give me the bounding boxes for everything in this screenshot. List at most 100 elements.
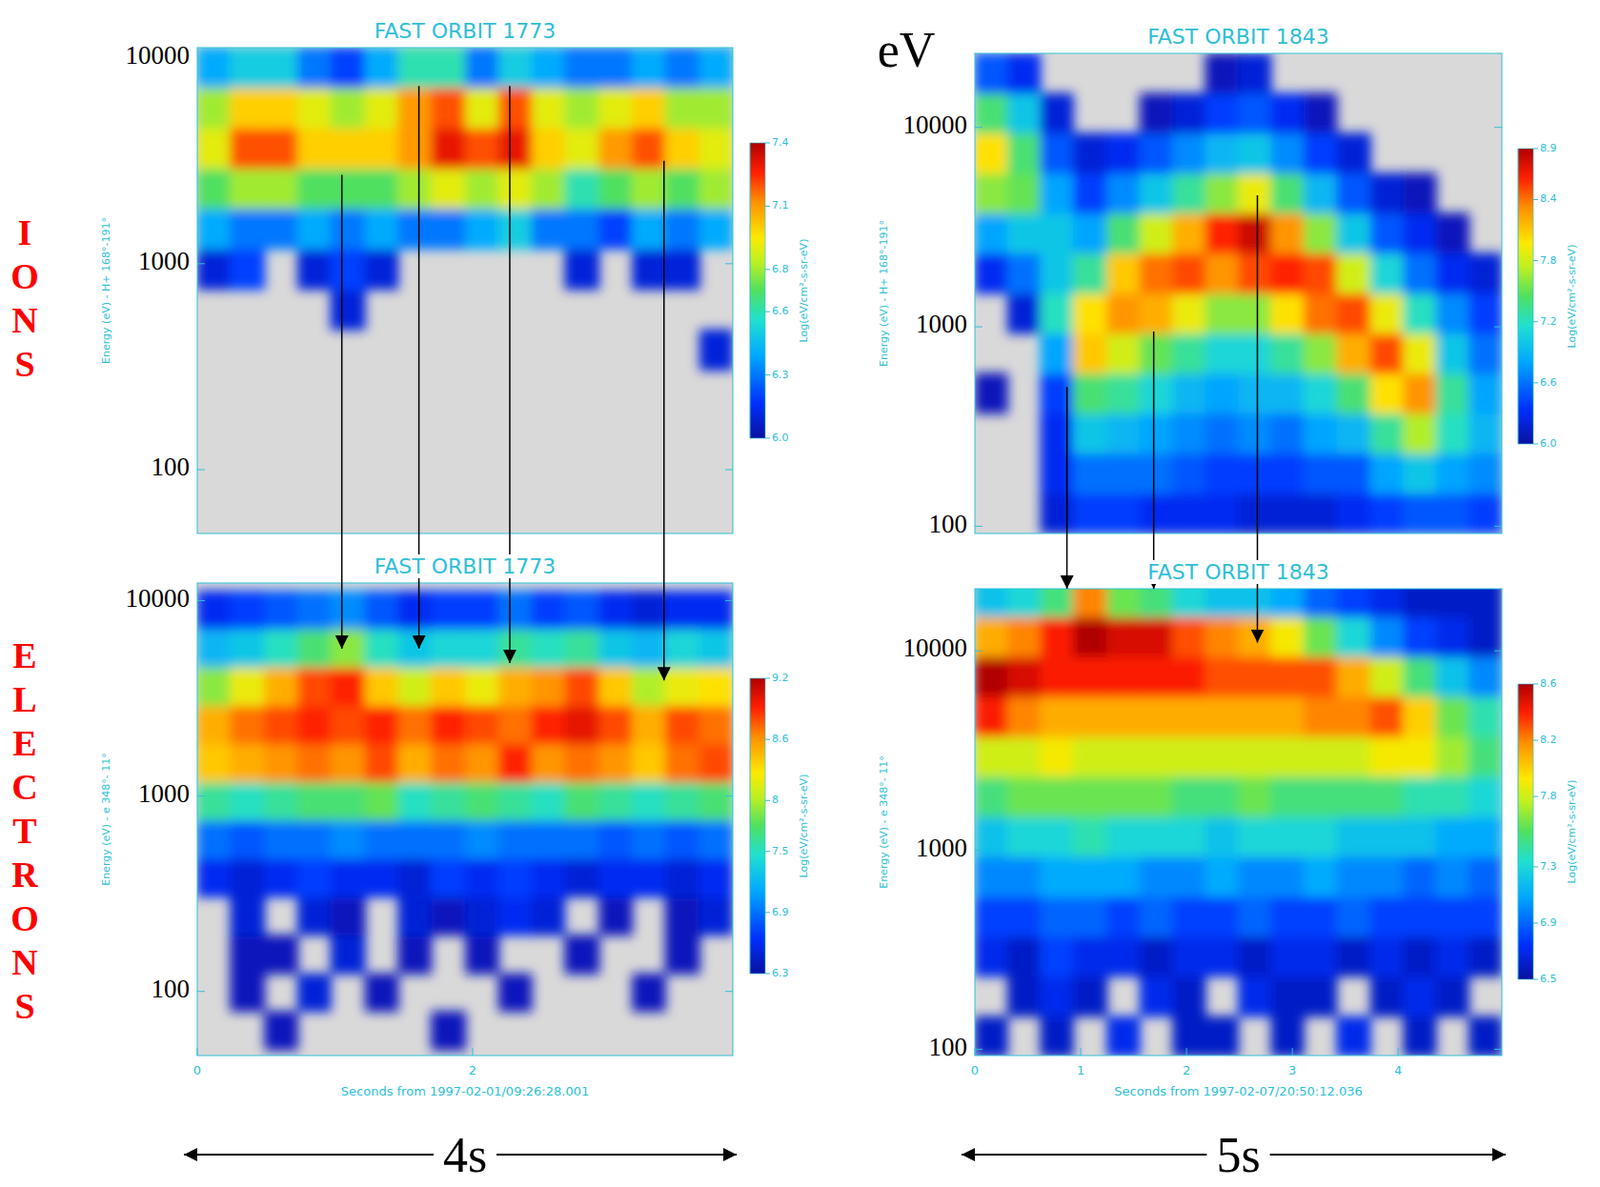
cell [1039, 293, 1074, 335]
cell [498, 590, 533, 630]
cell [1039, 412, 1074, 454]
cell [598, 47, 633, 89]
cell [263, 590, 299, 630]
cell [1106, 372, 1140, 414]
cell [498, 167, 533, 209]
cell [1402, 656, 1437, 698]
cell [297, 820, 332, 860]
cell [699, 667, 733, 707]
cell [197, 127, 231, 169]
cell [465, 781, 500, 821]
cell [330, 896, 366, 936]
cell [330, 628, 366, 669]
cell [631, 208, 667, 250]
cell [1039, 332, 1074, 374]
row-label-letter: T [12, 810, 37, 851]
cell [1370, 656, 1404, 698]
cell [1139, 816, 1174, 858]
cell [229, 87, 265, 129]
cell [1303, 172, 1337, 214]
cell [699, 127, 733, 169]
cell [263, 743, 299, 783]
cell [197, 743, 231, 783]
cell [665, 87, 701, 129]
cell [1139, 372, 1174, 414]
cell [1370, 252, 1404, 294]
colorbar-tick [765, 311, 770, 313]
cell [498, 87, 533, 129]
cell [1205, 1016, 1239, 1056]
cell [364, 590, 400, 630]
cell [974, 1016, 1009, 1056]
cell [229, 858, 265, 898]
cell [397, 590, 432, 630]
cell [1436, 816, 1470, 858]
x-tick-label: 2 [468, 1063, 477, 1078]
cell [1139, 776, 1174, 818]
cell [1073, 936, 1109, 978]
x-tick-label: 2 [1182, 1063, 1191, 1078]
cell [1436, 412, 1470, 454]
cell [631, 667, 667, 707]
cell [330, 288, 366, 330]
cell [1039, 816, 1074, 858]
cell [1073, 212, 1109, 254]
cell [1303, 616, 1337, 658]
cell [1270, 132, 1304, 174]
cell [1205, 616, 1239, 658]
cell [263, 667, 299, 707]
cell [1237, 696, 1272, 738]
cell [1468, 896, 1502, 938]
cell [1039, 132, 1074, 174]
cell [531, 87, 567, 129]
cell [330, 781, 366, 821]
cell [564, 87, 600, 129]
cell [1007, 896, 1041, 938]
cell [1007, 93, 1041, 135]
cell [1073, 816, 1109, 858]
cell [330, 590, 366, 630]
cell [397, 896, 432, 936]
cell [1270, 332, 1304, 374]
cell [330, 208, 366, 250]
cell [974, 696, 1009, 738]
cell [1336, 656, 1372, 698]
cell [665, 820, 701, 860]
cell [974, 856, 1009, 898]
cell [1073, 332, 1109, 374]
cell [1073, 776, 1109, 818]
cell [1436, 856, 1470, 898]
cell [330, 820, 366, 860]
cell [465, 820, 500, 860]
cell [1039, 588, 1074, 618]
cell [1007, 132, 1041, 174]
cell [1370, 816, 1404, 858]
cell [1468, 1016, 1502, 1056]
figure: 100100010000Energy (eV) - H+ 168°-191°6.… [0, 0, 1600, 1187]
cell [1303, 656, 1337, 698]
colorbar-tick [765, 739, 770, 741]
cell [1205, 816, 1239, 858]
cell [1007, 975, 1041, 1017]
cell [197, 87, 231, 129]
cell [1303, 936, 1337, 978]
cell [1139, 856, 1174, 898]
cell [263, 87, 299, 129]
cell [229, 628, 265, 669]
y-tick-label: 10000 [125, 584, 191, 613]
cell [1370, 588, 1404, 618]
cell [297, 781, 332, 821]
x-tick-label: 0 [193, 1063, 202, 1078]
cell [1336, 293, 1372, 335]
cell [1436, 896, 1470, 938]
cell [1237, 896, 1272, 938]
cell [397, 820, 432, 860]
cell [1205, 736, 1239, 778]
cell [531, 896, 567, 936]
cell [699, 705, 733, 745]
cell [465, 87, 500, 129]
cell [430, 781, 466, 821]
link-arrow [341, 175, 344, 649]
cell [229, 896, 265, 936]
cell [531, 628, 567, 669]
